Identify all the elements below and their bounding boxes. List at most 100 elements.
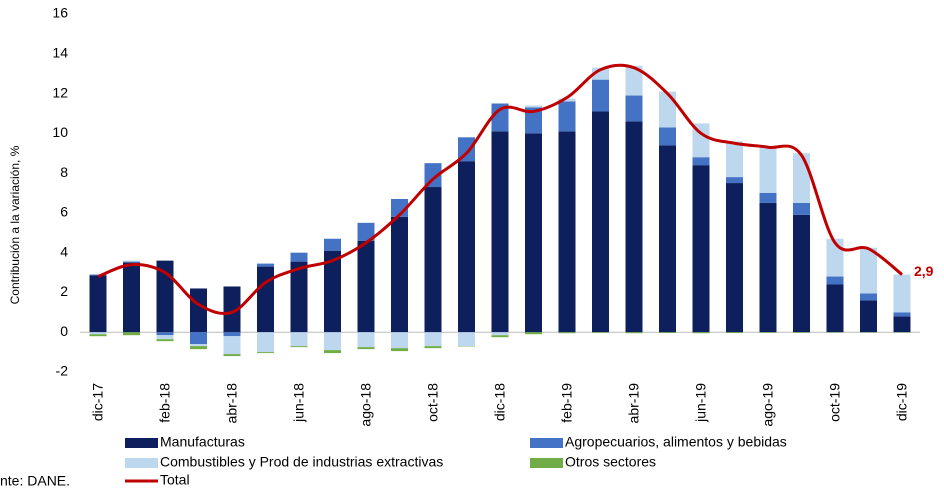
x-tick-label: abr-18 (224, 383, 240, 424)
bar-segment (290, 252, 308, 262)
bar-segment (759, 202, 777, 333)
bar-segment (223, 336, 241, 355)
legend-label: Manufacturas (160, 434, 245, 450)
legend-label: Total (160, 472, 190, 488)
bar-segment (324, 250, 341, 333)
bar-segment (424, 187, 442, 333)
bar-segment (726, 141, 743, 178)
bar-segment (424, 163, 442, 188)
legend-label: Agropecuarios, alimentos y bebidas (565, 434, 787, 450)
bar-segment (659, 91, 676, 128)
bar-segment (793, 332, 810, 333)
value-label: 2,9 (914, 263, 934, 279)
bar-segment (692, 165, 710, 333)
y-tick-label: 6 (60, 204, 68, 220)
bar-segment (491, 332, 509, 336)
x-tick-label: dic-17 (90, 383, 106, 421)
bar-segment (491, 131, 509, 333)
bar-segment (491, 335, 509, 338)
bar-segment (123, 261, 140, 263)
bar-segment (759, 332, 777, 333)
bar-segment (592, 332, 609, 333)
bar-segment (190, 344, 207, 347)
legend-label: Otros sectores (565, 454, 656, 470)
bar-segment (290, 332, 308, 347)
bar-segment (525, 133, 542, 333)
bar-segment (625, 65, 643, 96)
bar-segment (156, 332, 174, 336)
bar-segment (659, 145, 676, 333)
bar-segment (558, 98, 576, 102)
bar-segment (357, 332, 375, 348)
legend-swatch (125, 438, 158, 448)
bar-segment (659, 127, 676, 146)
bar-segment (525, 105, 542, 108)
legend-swatch (530, 438, 563, 448)
bar-segment (893, 316, 911, 333)
bar-segment (558, 332, 576, 334)
x-tick-label: jun-18 (291, 383, 307, 423)
bar-segment (156, 335, 174, 340)
bar-segment (290, 261, 308, 333)
bar-segment (525, 332, 542, 335)
bar-segment (257, 266, 274, 333)
bar-segment (357, 222, 375, 241)
bar-segment (826, 276, 844, 285)
bar-segment (893, 312, 911, 317)
bar-segment (893, 274, 911, 313)
bar-segment (726, 183, 743, 333)
bar-segment (290, 346, 308, 348)
bar-segment (89, 334, 107, 337)
bar-segment (491, 103, 509, 132)
bar-segment (123, 332, 140, 336)
y-tick-label: 14 (52, 44, 68, 60)
bar-segment (257, 352, 274, 354)
source: nte: DANE. (0, 473, 70, 489)
bar-segment (625, 95, 643, 122)
bar-segment (692, 157, 710, 166)
bar-segment (391, 216, 408, 333)
bar-segment (558, 101, 576, 132)
legend-swatch (530, 458, 563, 468)
total-line (97, 63, 903, 316)
bar-segment (424, 346, 442, 349)
x-tick-label: ago-19 (760, 383, 776, 427)
bar-segment (257, 263, 274, 267)
bar-segment (458, 161, 475, 333)
y-tick-label: 10 (52, 124, 68, 140)
bar-segment (89, 275, 107, 333)
bar-segment (860, 247, 877, 294)
bar-segment (391, 332, 408, 349)
bar-segment (257, 332, 274, 353)
x-tick-label: oct-19 (827, 383, 843, 422)
bar-segment (223, 354, 241, 357)
bar-segment (458, 137, 475, 162)
bar-segment (123, 260, 140, 262)
bar-segment (424, 332, 442, 347)
bar-segment (156, 339, 174, 342)
bar-segment (592, 79, 609, 112)
bar-segment (759, 147, 777, 193)
bar-segment (190, 332, 207, 345)
bar-segment (458, 332, 475, 347)
y-tick-label: 12 (52, 84, 68, 100)
bar-segment (625, 332, 643, 334)
bar-segment (391, 348, 408, 352)
bar-segment (89, 332, 107, 335)
bar-segment (123, 262, 140, 333)
x-tick-label: abr-19 (626, 383, 642, 424)
bar-segment (324, 238, 341, 251)
y-tick-label: 4 (60, 243, 68, 259)
y-axis-label: Contribución a la variación, % (8, 145, 22, 304)
bar-segment (223, 332, 241, 337)
bar-segment (156, 260, 174, 333)
x-tick-label: dic-18 (492, 383, 508, 421)
bar-segment (625, 121, 643, 333)
bar-segment (659, 332, 676, 334)
bar-segment (692, 332, 710, 334)
bar-segment (726, 177, 743, 184)
bar-segment (525, 107, 542, 134)
bar-segment (759, 193, 777, 203)
bar-segment (826, 284, 844, 333)
